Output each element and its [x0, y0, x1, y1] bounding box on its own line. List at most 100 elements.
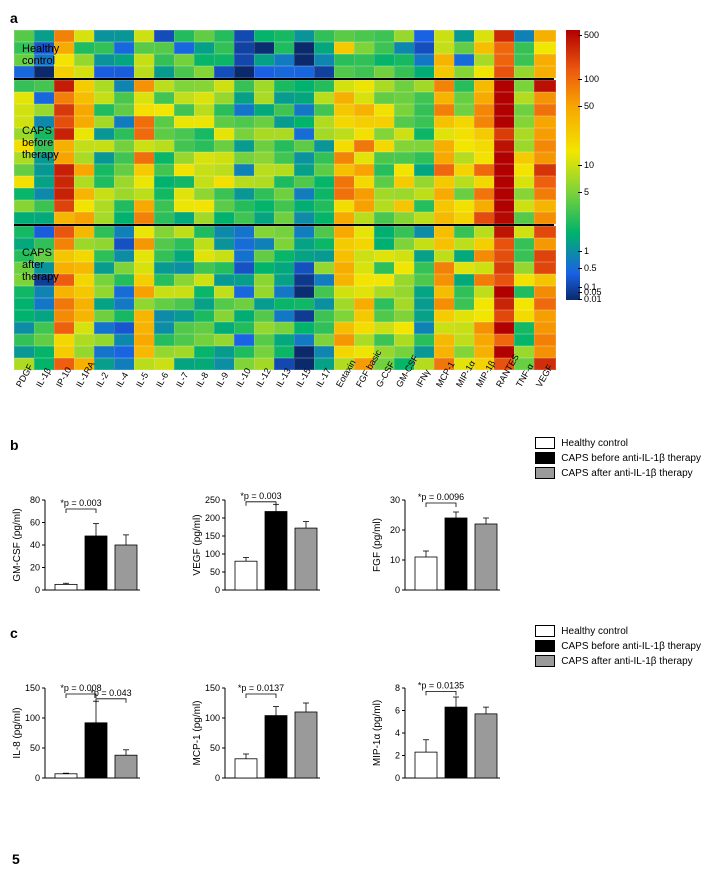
- heatmap-cell: [214, 188, 236, 200]
- heatmap-cell: [14, 80, 36, 92]
- heatmap-cell: [434, 274, 456, 286]
- heatmap-cell: [374, 116, 396, 128]
- heatmap-cell: [354, 80, 376, 92]
- heatmap-cell: [514, 104, 536, 116]
- heatmap-cell: [354, 116, 376, 128]
- colorbar-tick: 5: [584, 187, 589, 197]
- heatmap-cell: [134, 92, 156, 104]
- heatmap-cell: [34, 322, 56, 334]
- heatmap-cell: [194, 42, 216, 54]
- heatmap-cell: [514, 188, 536, 200]
- heatmap-cell: [494, 54, 516, 66]
- heatmap-cell: [54, 164, 76, 176]
- heatmap-cell: [494, 116, 516, 128]
- svg-text:VEGF (pg/ml): VEGF (pg/ml): [192, 514, 203, 575]
- heatmap-cell: [394, 140, 416, 152]
- heatmap-cell: [274, 80, 296, 92]
- heatmap-cell: [74, 176, 96, 188]
- colorbar-tick: 50: [584, 101, 594, 111]
- heatmap-cell: [314, 30, 336, 42]
- heatmap-cell: [334, 238, 356, 250]
- heatmap-cell: [134, 176, 156, 188]
- heatmap-cell: [214, 128, 236, 140]
- heatmap-cell: [334, 310, 356, 322]
- heatmap-cell: [274, 42, 296, 54]
- heatmap-cell: [234, 310, 256, 322]
- heatmap-cell: [374, 310, 396, 322]
- heatmap-cell: [74, 212, 96, 224]
- heatmap-cell: [214, 116, 236, 128]
- legend-swatch: [535, 625, 555, 637]
- heatmap-cell: [334, 262, 356, 274]
- heatmap-cell: [54, 262, 76, 274]
- heatmap-cell: [254, 238, 276, 250]
- heatmap-cell: [494, 322, 516, 334]
- heatmap-cell: [114, 66, 136, 78]
- heatmap-cell: [434, 322, 456, 334]
- heatmap-cell: [434, 200, 456, 212]
- heatmap-cell: [454, 346, 476, 358]
- heatmap-cell: [374, 54, 396, 66]
- heatmap-cell: [34, 286, 56, 298]
- heatmap-cell: [374, 262, 396, 274]
- heatmap-cell: [114, 188, 136, 200]
- heatmap-cell: [354, 188, 376, 200]
- heatmap-cell: [274, 346, 296, 358]
- legend-swatch: [535, 452, 555, 464]
- heatmap-cell: [434, 226, 456, 238]
- heatmap-cell: [194, 250, 216, 262]
- heatmap-cell: [494, 152, 516, 164]
- heatmap-cell: [134, 238, 156, 250]
- heatmap-cell: [294, 200, 316, 212]
- heatmap-cell: [294, 92, 316, 104]
- heatmap-cell: [534, 200, 556, 212]
- heatmap-cell: [154, 250, 176, 262]
- heatmap-cell: [334, 298, 356, 310]
- heatmap-cell: [334, 286, 356, 298]
- heatmap-cell: [434, 140, 456, 152]
- panel-b-label: b: [10, 437, 19, 453]
- heatmap-cell: [94, 104, 116, 116]
- heatmap-cell: [174, 310, 196, 322]
- heatmap-cell: [374, 104, 396, 116]
- heatmap-cell: [274, 298, 296, 310]
- legend-item: Healthy control: [535, 437, 701, 449]
- heatmap-cell: [474, 274, 496, 286]
- heatmap-cell: [254, 104, 276, 116]
- heatmap-cell: [374, 176, 396, 188]
- heatmap-cell: [374, 238, 396, 250]
- heatmap-cell: [134, 80, 156, 92]
- heatmap-cell: [314, 226, 336, 238]
- heatmap-cell: [114, 92, 136, 104]
- heatmap-cell: [114, 274, 136, 286]
- heatmap-cell: [174, 298, 196, 310]
- heatmap-cell: [474, 116, 496, 128]
- heatmap-cell: [414, 128, 436, 140]
- heatmap-cell: [274, 54, 296, 66]
- heatmap-cell: [94, 322, 116, 334]
- heatmap-cell: [54, 200, 76, 212]
- heatmap-cell: [254, 298, 276, 310]
- heatmap-cell: [334, 346, 356, 358]
- heatmap-cell: [474, 30, 496, 42]
- heatmap-cell: [34, 212, 56, 224]
- svg-text:150: 150: [205, 683, 220, 693]
- heatmap-cell: [34, 116, 56, 128]
- heatmap-cell: [534, 66, 556, 78]
- legend-swatch: [535, 467, 555, 479]
- heatmap-cell: [54, 176, 76, 188]
- heatmap-cell: [394, 30, 416, 42]
- svg-text:MCP-1 (pg/ml): MCP-1 (pg/ml): [192, 700, 203, 765]
- heatmap-cell: [154, 116, 176, 128]
- heatmap-cell: [94, 140, 116, 152]
- heatmap-cell: [514, 310, 536, 322]
- heatmap-cell: [94, 238, 116, 250]
- heatmap-cell: [534, 104, 556, 116]
- heatmap-cell: [154, 298, 176, 310]
- heatmap-cell: [454, 310, 476, 322]
- heatmap-cell: [94, 250, 116, 262]
- panel-b-charts: 020406080GM-CSF (pg/ml)*p = 0.0030501001…: [10, 492, 711, 607]
- heatmap-cell: [274, 310, 296, 322]
- heatmap-cell: [514, 250, 536, 262]
- heatmap-cell: [354, 140, 376, 152]
